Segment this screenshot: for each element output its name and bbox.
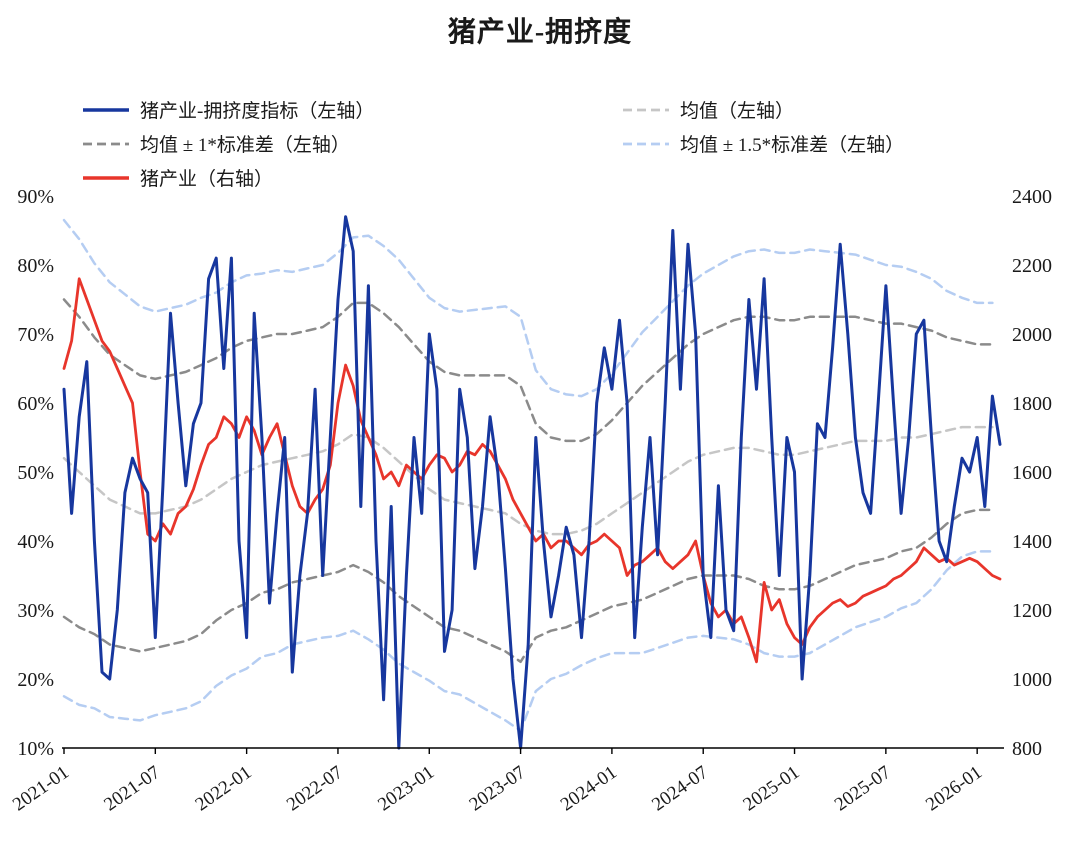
legend-item-1std-band: 均值 ± 1*标准差（左轴） xyxy=(82,130,622,157)
band-lower-1p5-std-line xyxy=(62,550,994,733)
y-axis-left-label: 10% xyxy=(17,738,54,760)
crowding-indicator-line xyxy=(62,215,1002,750)
y-axis-right-label: 800 xyxy=(1012,738,1042,760)
legend-item-mean: 均值（左轴） xyxy=(622,96,1002,123)
y-axis-left-label: 90% xyxy=(17,186,54,208)
x-axis-label: 2022-01 xyxy=(192,762,256,816)
legend-label: 均值 ± 1*标准差（左轴） xyxy=(140,135,350,156)
y-axis-right-label: 1600 xyxy=(1012,462,1052,484)
y-axis-left-label: 40% xyxy=(17,531,54,553)
x-axis-label: 2023-01 xyxy=(374,762,438,816)
x-axis-label: 2024-07 xyxy=(648,762,712,816)
chart-title: 猪产业-拥挤度 xyxy=(447,17,633,48)
y-axis-left-label: 50% xyxy=(17,462,54,484)
y-axis-right-label: 2400 xyxy=(1012,186,1052,208)
x-axis-label: 2023-07 xyxy=(466,762,530,816)
band-upper-1-std-line xyxy=(62,298,994,443)
mean-line xyxy=(62,425,994,536)
legend-line-sample-pig-industry xyxy=(83,175,129,180)
y-axis-right-label: 1000 xyxy=(1012,669,1052,691)
y-axis-left-label: 30% xyxy=(17,600,54,622)
y-axis-right-label: 1800 xyxy=(1012,393,1052,415)
x-axis-label: 2021-07 xyxy=(100,762,164,816)
legend-line-sample-mean xyxy=(623,108,669,111)
legend-line-sample-1std-band xyxy=(83,142,129,145)
y-axis-right-label: 1400 xyxy=(1012,531,1052,553)
legend-item-pig-industry: 猪产业（右轴） xyxy=(82,164,622,191)
legend-label: 猪产业-拥挤度指标（左轴） xyxy=(140,101,375,122)
x-axis-label: 2021-01 xyxy=(9,762,73,816)
y-axis-right-label: 1200 xyxy=(1012,600,1052,622)
y-axis-left-label: 70% xyxy=(17,324,54,346)
legend-item-1p5std-band: 均值 ± 1.5*标准差（左轴） xyxy=(622,130,1002,157)
x-axis-label: 2026-01 xyxy=(922,762,986,816)
x-axis-label: 2022-07 xyxy=(283,762,347,816)
y-axis-left-label: 20% xyxy=(17,669,54,691)
legend-line-sample-crowding-indicator xyxy=(83,107,129,112)
y-axis-left-label: 80% xyxy=(17,255,54,277)
legend-label: 均值 ± 1.5*标准差（左轴） xyxy=(680,135,905,156)
legend-item-crowding-indicator: 猪产业-拥挤度指标（左轴） xyxy=(82,96,622,123)
y-axis-right-label: 2200 xyxy=(1012,255,1052,277)
legend-line-sample-1p5std-band xyxy=(623,142,669,145)
legend-label: 均值（左轴） xyxy=(680,101,795,122)
legend: 猪产业-拥挤度指标（左轴） 均值（左轴） 均值 ± 1*标准差（左轴） 均值 ±… xyxy=(82,96,1002,191)
x-axis-label: 2025-01 xyxy=(739,762,803,816)
x-axis-label: 2025-07 xyxy=(831,762,895,816)
y-axis-left-label: 60% xyxy=(17,393,54,415)
x-axis-label: 2024-01 xyxy=(557,762,621,816)
y-axis-right-label: 2000 xyxy=(1012,324,1052,346)
legend-label: 猪产业（右轴） xyxy=(140,169,274,190)
